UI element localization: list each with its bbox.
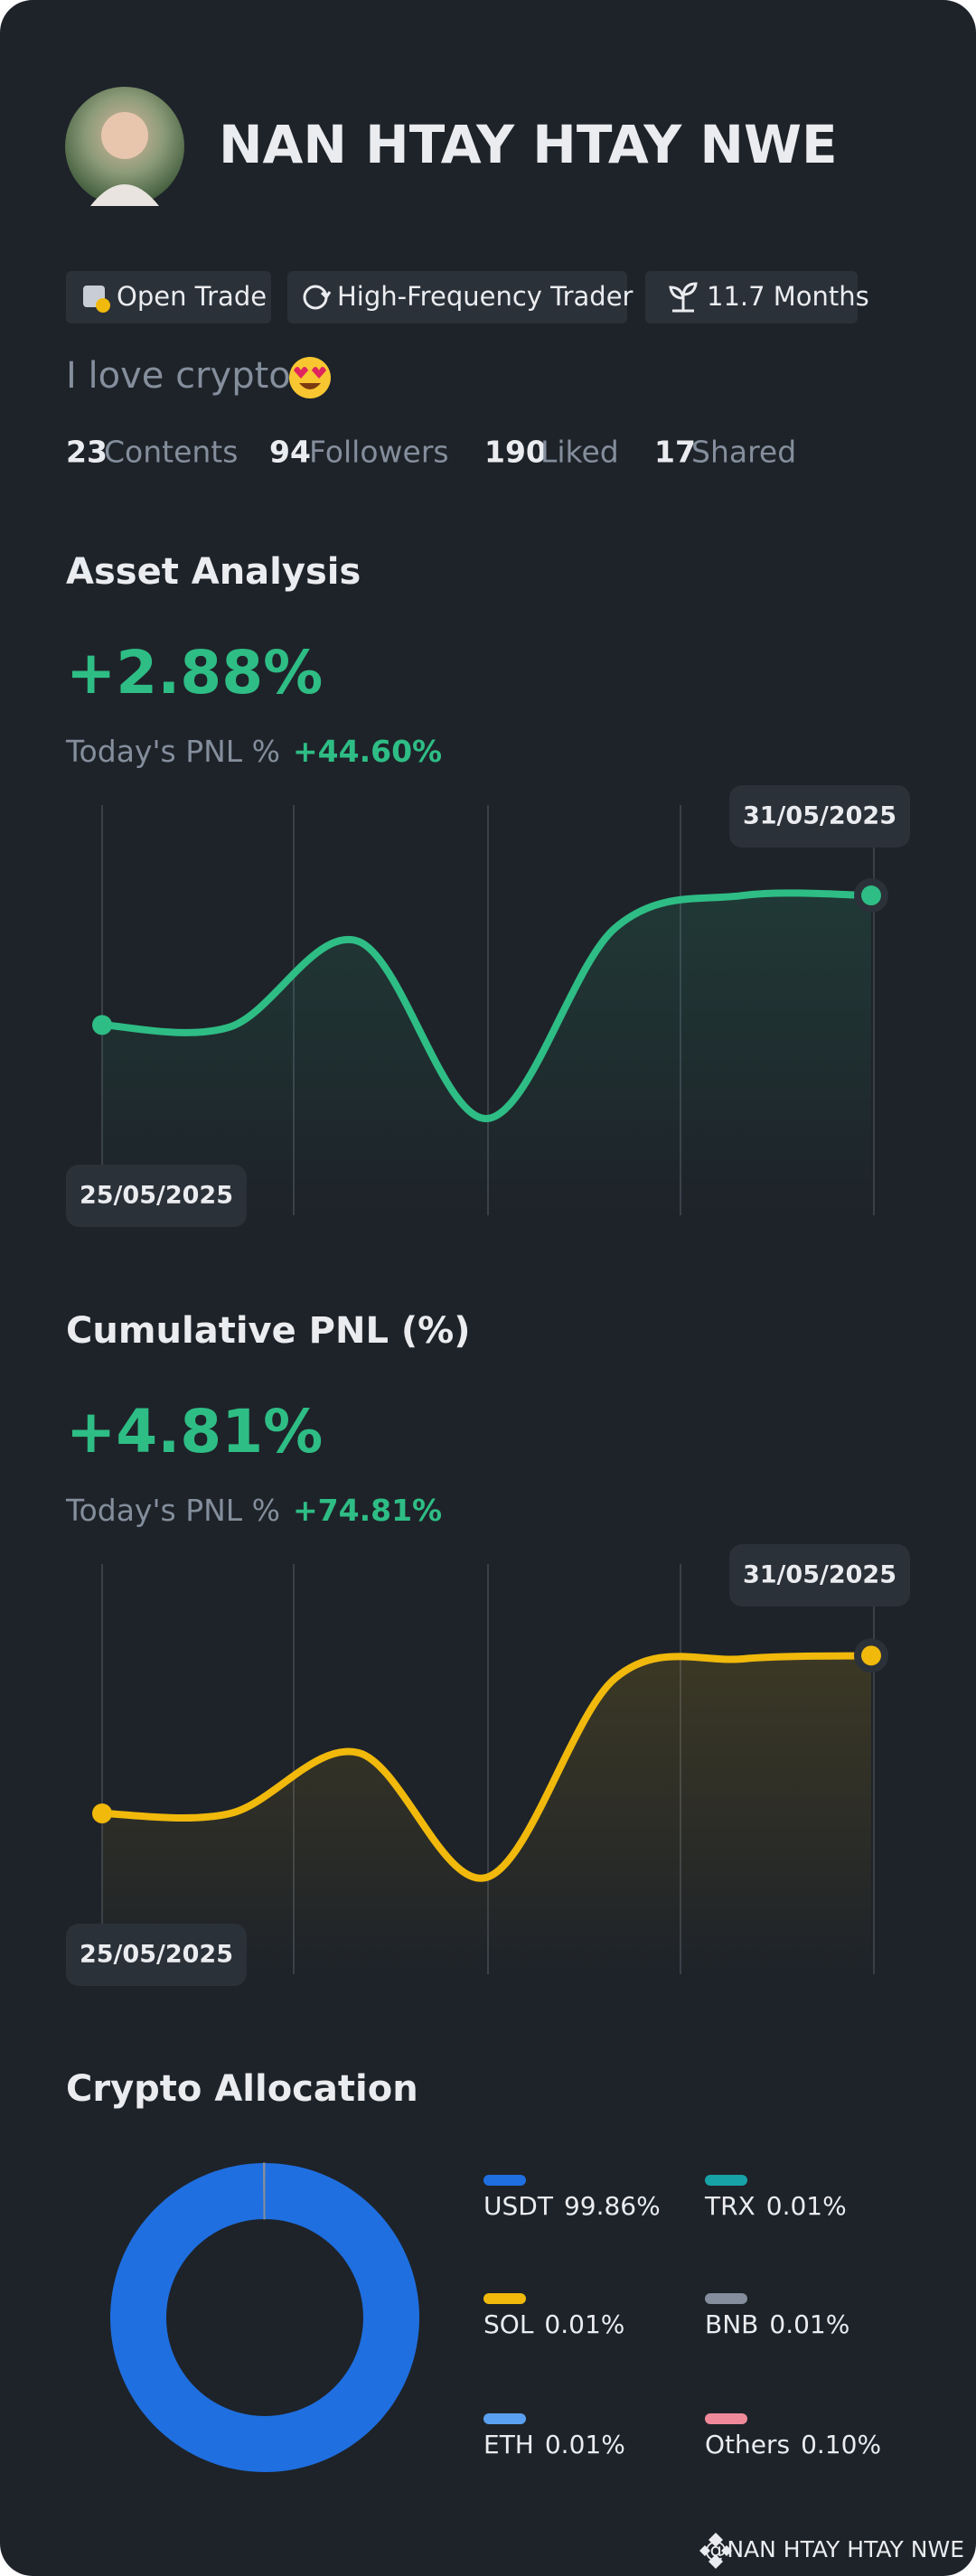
pnl-label-text: Today's PNL % (65, 1493, 280, 1528)
tag-background (66, 271, 271, 323)
tag-background (287, 271, 627, 323)
section-title: Crypto Allocation (66, 2068, 418, 2110)
legend-value: 0.01% (544, 2309, 624, 2339)
date-label: 31/05/2025 (743, 1561, 896, 1589)
emoji-icon (289, 357, 331, 398)
legend-value: 0.01% (545, 2430, 625, 2459)
donut-slice (263, 2162, 266, 2220)
tag-icon (669, 282, 698, 313)
emoji-mouth (299, 383, 321, 389)
legend-name: BNB (705, 2309, 758, 2339)
stat-value: 190 (484, 435, 547, 470)
donut-slice (110, 2163, 420, 2472)
legend-value: 0.01% (766, 2191, 847, 2221)
area (102, 1655, 871, 1974)
pnl-value: +44.60% (293, 734, 442, 769)
date-label: 31/05/2025 (743, 802, 896, 830)
tag-background (645, 271, 858, 323)
avatar[interactable] (65, 87, 184, 206)
avatar-face (101, 112, 148, 159)
stat-label: Contents (104, 435, 238, 470)
pnl-label: Today's PNL % +74.81% (65, 1493, 442, 1528)
stat-label: Followers (309, 435, 449, 470)
legend-entry: SOL 0.01% (483, 2309, 624, 2339)
legend-name: USDT (483, 2191, 554, 2221)
stat-value: 94 (269, 435, 311, 470)
legend-value: 99.86% (564, 2191, 661, 2221)
legend-value: 0.01% (769, 2309, 849, 2339)
legend-entry: Others 0.10% (705, 2430, 881, 2459)
bio: I love crypto (66, 355, 291, 397)
profile-name: NAN HTAY HTAY NWE (219, 114, 838, 175)
pnl-label: Today's PNL % +44.60% (65, 734, 442, 769)
stat-value: 23 (66, 435, 108, 470)
legend-swatch (705, 2413, 747, 2424)
section-title: Asset Analysis (66, 551, 361, 593)
start-point (92, 1803, 112, 1824)
legend-swatch (483, 2413, 526, 2424)
line (99, 1652, 875, 1882)
legend-swatch (705, 2175, 747, 2186)
section-title: Cumulative PNL (%) (66, 1310, 471, 1352)
emoji-eyes (294, 367, 326, 379)
legend-entry: USDT 99.86% (483, 2191, 661, 2221)
tag-label: High-Frequency Trader (337, 281, 633, 312)
avatar-shirt (90, 184, 159, 206)
footer-logo (699, 2533, 732, 2569)
legend-swatch (483, 2175, 526, 2186)
start-point (92, 1015, 112, 1035)
end-point (861, 885, 881, 906)
legend-swatch (483, 2293, 526, 2304)
date-label: 25/05/2025 (80, 1941, 233, 1969)
tag-label: Open Trade (117, 281, 267, 312)
pnl-value: +74.81% (293, 1493, 442, 1528)
headline-value: +2.88% (66, 638, 323, 707)
legend-entry: TRX 0.01% (704, 2191, 847, 2221)
stat-label: Liked (540, 435, 619, 470)
tag-icon (303, 285, 332, 310)
legend-name: TRX (704, 2191, 755, 2221)
legend-swatch (705, 2293, 747, 2304)
end-point (861, 1645, 881, 1666)
date-tooltip (66, 1165, 247, 1227)
date-tooltip (66, 1924, 247, 1986)
stat-label: Shared (691, 435, 796, 470)
legend-value: 0.10% (801, 2430, 881, 2459)
pnl-label-text: Today's PNL % (65, 734, 280, 769)
date-tooltip (729, 1544, 910, 1606)
tag-label: 11.7 Months (707, 281, 869, 312)
line (99, 889, 875, 1122)
legend-name: Others (705, 2430, 790, 2459)
legend-entry: ETH 0.01% (483, 2430, 625, 2459)
legend-name: SOL (483, 2309, 534, 2339)
legend-name: ETH (483, 2430, 534, 2459)
date-label: 25/05/2025 (80, 1182, 233, 1210)
emoji-face (289, 357, 331, 398)
legend-entry: BNB 0.01% (705, 2309, 849, 2339)
footer-text: @NAN HTAY HTAY NWE (704, 2536, 964, 2562)
date-tooltip (729, 785, 910, 848)
tag-icon-badge (96, 298, 110, 313)
headline-value: +4.81% (66, 1397, 323, 1466)
stat-value: 17 (654, 435, 696, 470)
